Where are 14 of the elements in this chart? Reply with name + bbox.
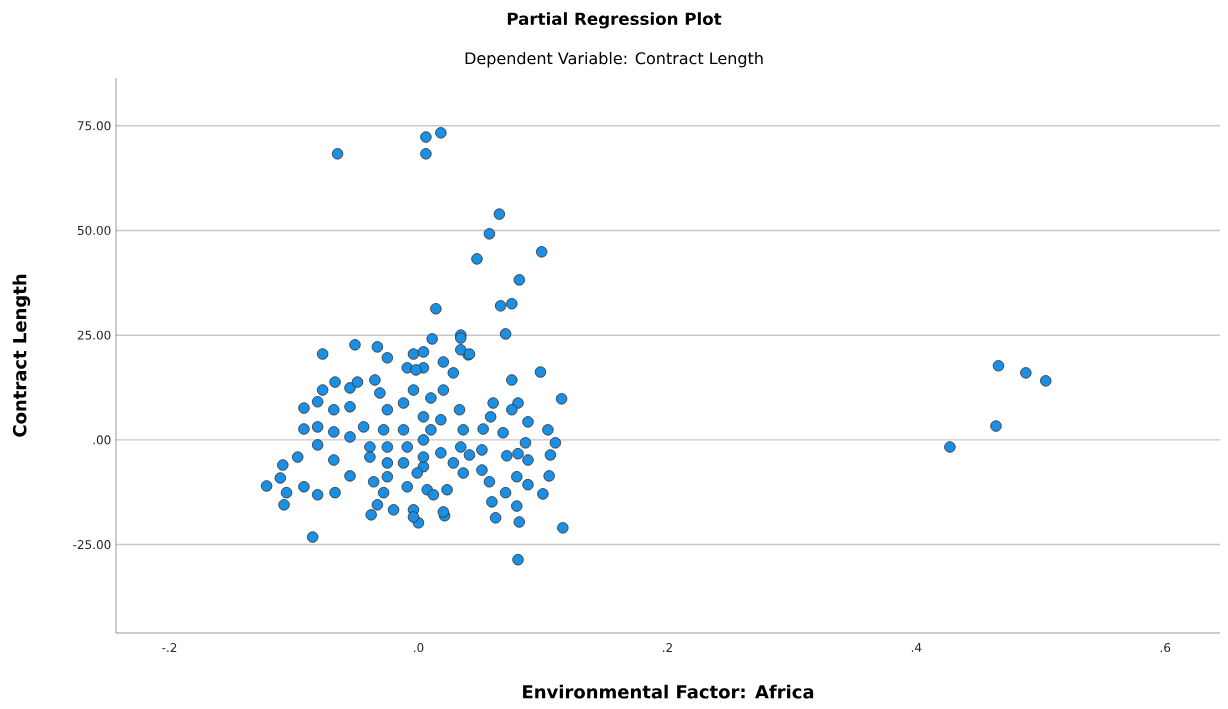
x-tick-label: .2 — [662, 643, 672, 652]
y-tick-label: 75.00 — [77, 121, 111, 131]
chart-title: Partial Regression Plot — [507, 12, 722, 29]
x-tick-label: .4 — [911, 643, 922, 652]
y-tick-label: -25.00 — [73, 540, 111, 550]
y-tick-label: 25.00 — [77, 330, 111, 340]
x-tick-label: .6 — [1160, 643, 1171, 653]
x-tick-label: .0 — [414, 643, 424, 653]
x-axis-title: Environmental Factor: Africa — [523, 684, 814, 699]
y-tick-label: 50.00 — [77, 225, 111, 235]
x-tick-label: -.2 — [162, 643, 177, 652]
y-tick-label: .00 — [93, 435, 111, 445]
y-axis-title: Contract Length — [12, 274, 31, 437]
chart-subtitle: Dependent Variable: Contract Length — [465, 51, 763, 68]
